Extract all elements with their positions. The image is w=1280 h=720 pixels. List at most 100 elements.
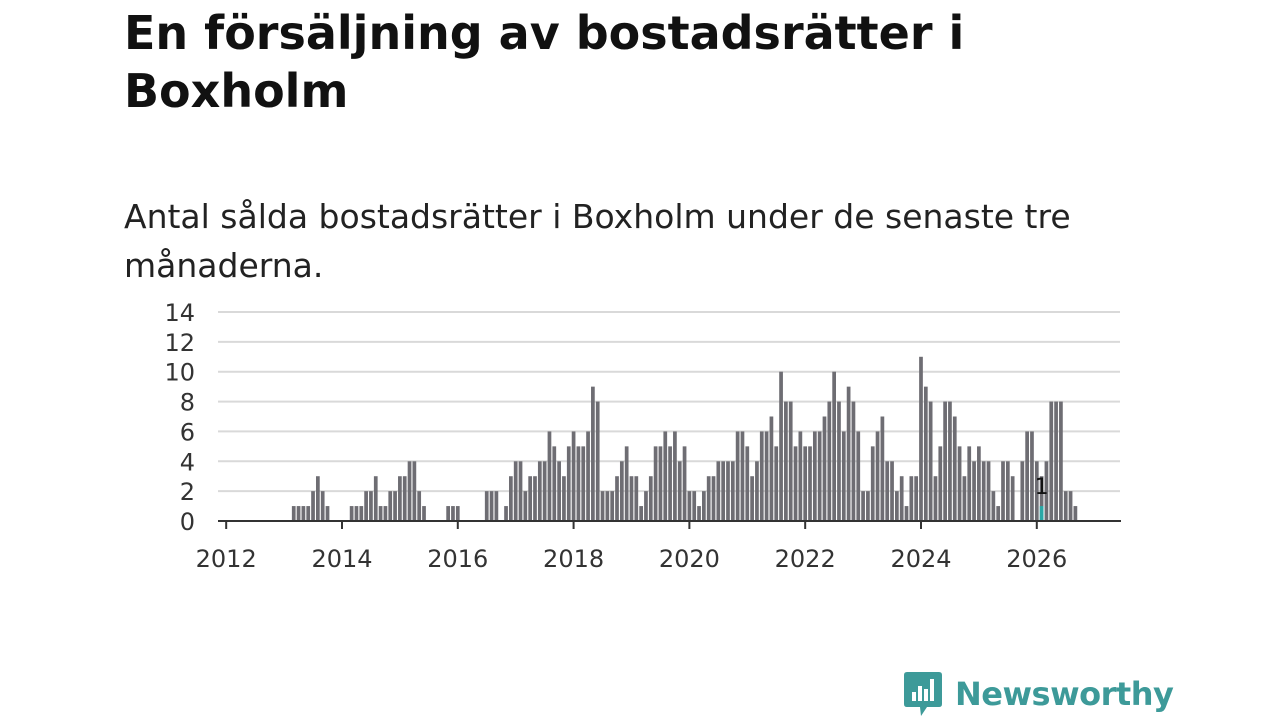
bar: [885, 461, 890, 521]
bar: [489, 491, 494, 521]
bar: [528, 476, 533, 521]
bar: [914, 476, 919, 521]
bar: [716, 461, 721, 521]
y-tick-label: 12: [164, 329, 195, 357]
bar: [919, 356, 923, 521]
bar: [523, 491, 528, 521]
bar: [566, 446, 571, 521]
bar: [407, 461, 412, 521]
bar: [412, 461, 417, 521]
bar: [644, 491, 648, 521]
newsworthy-logo-icon: [904, 672, 942, 716]
bar: [581, 446, 586, 521]
bar: [537, 461, 542, 521]
bar: [668, 446, 672, 521]
bar: [1059, 401, 1063, 521]
y-tick-label: 4: [180, 448, 195, 476]
bar: [682, 446, 687, 521]
bar: [677, 461, 682, 521]
bar: [591, 386, 595, 521]
bar: [1044, 461, 1049, 521]
bar: [933, 476, 938, 521]
bar: [774, 446, 779, 521]
bar: [359, 506, 364, 521]
bar: [658, 446, 663, 521]
bar: [509, 476, 513, 521]
bar: [571, 431, 576, 521]
bar: [504, 506, 508, 521]
bar: [494, 491, 499, 521]
bar: [513, 461, 518, 521]
bar: [1063, 491, 1068, 521]
bar: [634, 476, 639, 521]
y-tick-label: 6: [180, 418, 195, 446]
bar: [702, 491, 706, 521]
bar: [996, 506, 1001, 521]
bar: [562, 476, 566, 521]
bar: [755, 461, 759, 521]
bar: [306, 506, 311, 521]
bar: [923, 386, 928, 521]
bar: [957, 446, 962, 521]
highlight-value-label: 1: [1035, 475, 1049, 500]
bar: [1010, 476, 1015, 521]
bar: [586, 431, 590, 521]
bar: [373, 476, 378, 521]
bar: [451, 506, 455, 521]
bar: [595, 401, 600, 521]
bar: [861, 491, 865, 521]
bar: [735, 431, 740, 521]
bar: [369, 491, 373, 521]
bar: [648, 476, 653, 521]
bar: [730, 461, 735, 521]
bar: [417, 491, 422, 521]
bar: [827, 401, 832, 521]
bar: [909, 476, 914, 521]
y-tick-label: 10: [164, 359, 195, 387]
bar: [846, 386, 851, 521]
x-tick-label: 2018: [543, 545, 604, 573]
bar: [769, 416, 774, 521]
bar: [311, 491, 315, 521]
bar: [552, 446, 557, 521]
bar: [904, 506, 909, 521]
bar: [972, 461, 976, 521]
bar: [455, 506, 460, 521]
y-tick-label: 8: [180, 389, 195, 417]
bar: [817, 431, 822, 521]
bar: [967, 446, 972, 521]
bar: [890, 461, 894, 521]
bar: [759, 431, 764, 521]
bar: [870, 446, 875, 521]
bar: [518, 461, 523, 521]
bar: [1049, 401, 1054, 521]
bar: [793, 446, 798, 521]
bar: [446, 506, 450, 521]
bar: [977, 446, 981, 521]
bar: [320, 491, 325, 521]
bar: [784, 401, 788, 521]
bar: [948, 401, 952, 521]
bar: [1025, 431, 1029, 521]
bar: [653, 446, 658, 521]
bar: [663, 431, 668, 521]
bar: [832, 371, 836, 521]
bar: [1039, 476, 1044, 521]
bar: [576, 446, 581, 521]
bar: [803, 446, 808, 521]
bar: [542, 461, 547, 521]
bar: [687, 491, 692, 521]
bars: [291, 356, 1078, 521]
bar: [938, 446, 943, 521]
bar: [856, 431, 861, 521]
bar: [962, 476, 967, 521]
bar: [851, 401, 856, 521]
bar: [711, 476, 716, 521]
bar: [1034, 461, 1039, 521]
bar: [629, 476, 634, 521]
bar: [928, 401, 933, 521]
bar: [740, 431, 745, 521]
bar: [866, 491, 870, 521]
